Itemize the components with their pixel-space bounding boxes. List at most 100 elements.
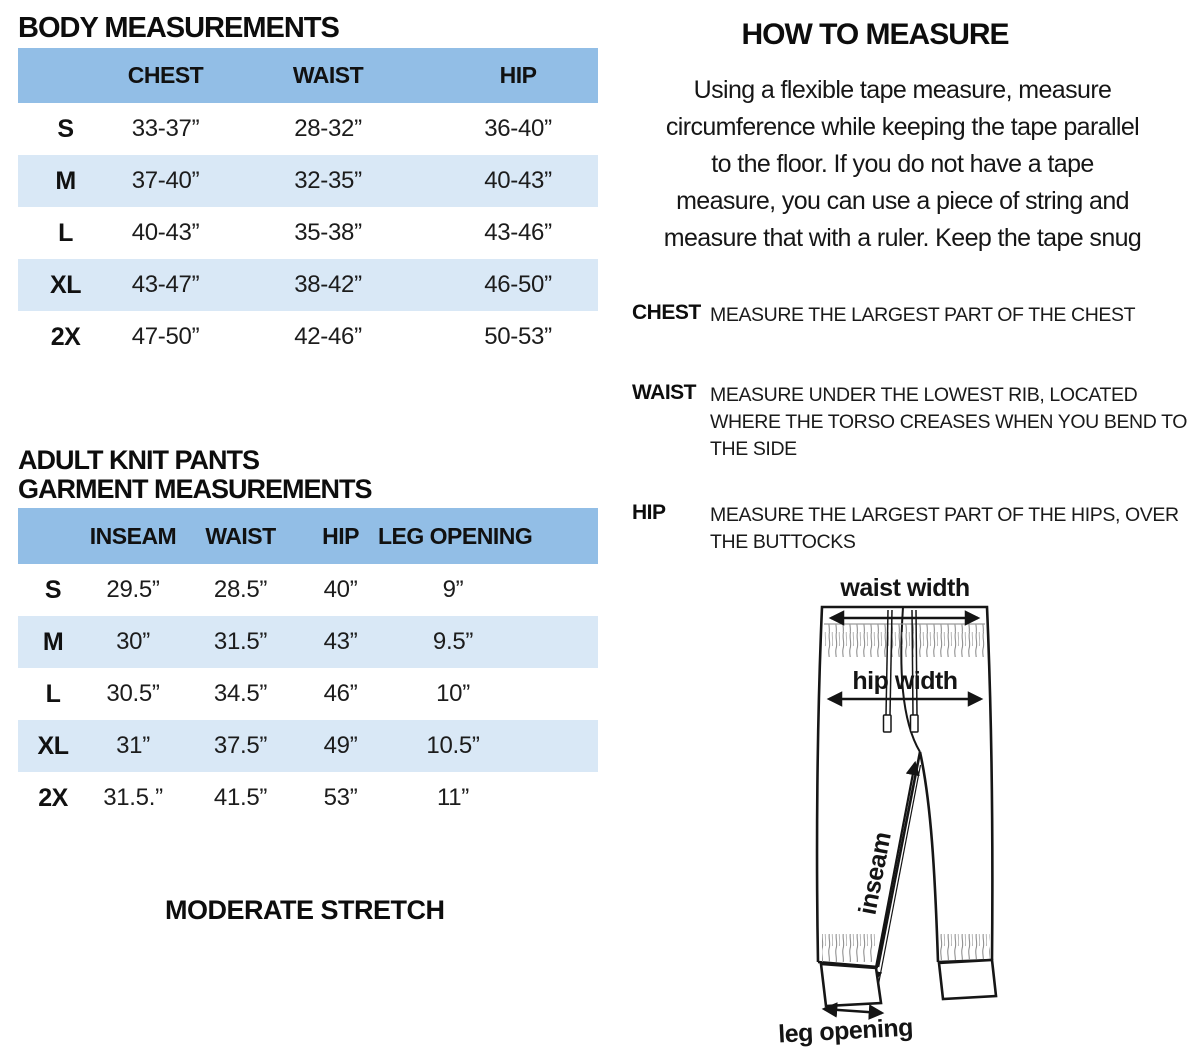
value-cell: 29.5” [106, 576, 160, 603]
value-cell: 32-35” [294, 167, 362, 194]
table-row: M 30” 31.5” 43” 9.5” [18, 616, 598, 668]
intro-line: measure that with a ruler. Keep the tape… [663, 224, 1142, 252]
table-row: L 40-43” 35-38” 43-46” [18, 207, 598, 259]
value-cell: 43-46” [484, 219, 552, 246]
chest-term: CHEST [632, 301, 701, 324]
hip-definition: MEASURE THE LARGEST PART OF THE HIPS, OV… [710, 502, 1179, 556]
column-header-waist: WAIST [292, 62, 364, 88]
value-cell: 34.5” [213, 680, 268, 707]
drawstring [882, 609, 919, 733]
definition-line: MEASURE UNDER THE LOWEST RIB, LOCATED [710, 384, 1138, 406]
hip-width-label: hip width [852, 667, 957, 695]
value-cell: 41.5” [213, 784, 268, 811]
value-cell: 38-42” [294, 271, 362, 298]
inseam-arrow-shaft [877, 764, 922, 985]
value-cell: 40-43” [484, 167, 552, 194]
value-cell: 28.5” [213, 576, 268, 603]
size-cell: M [55, 166, 76, 195]
garment-title-line1: ADULT KNIT PANTS [18, 445, 260, 475]
body-measurements-title: BODY MEASUREMENTS [18, 12, 340, 44]
inseam-arrow [868, 760, 920, 986]
value-cell: 33-37” [131, 115, 200, 142]
garment-title-line2: GARMENT MEASUREMENTS [18, 474, 373, 504]
intro-line: measure, you can use a piece of string a… [676, 187, 1129, 215]
table-header-row: INSEAM WAIST HIP LEG OPENING [18, 508, 598, 564]
how-to-measure-title: HOW TO MEASURE [741, 18, 1009, 51]
garment-measurements-title: ADULT KNIT PANTS GARMENT MEASUREMENTS [18, 445, 373, 504]
garment-measurements-table: INSEAM WAIST HIP LEG OPENING S 29.5” 28.… [18, 508, 598, 824]
definition-line: MEASURE THE LARGEST PART OF THE CHEST [710, 304, 1136, 326]
value-cell: 9.5” [432, 628, 474, 655]
pants-outline [815, 605, 994, 969]
stretch-footnote: MODERATE STRETCH [165, 895, 445, 925]
how-to-measure-intro: Using a flexible tape measure, measure c… [620, 72, 1185, 257]
waist-width-label: waist width [839, 574, 969, 602]
size-cell: L [45, 679, 61, 708]
waistband-shirring [824, 624, 985, 657]
column-header-hip: HIP [322, 522, 359, 549]
definition-line: THE BUTTOCKS [710, 531, 856, 553]
size-cell: XL [50, 270, 81, 299]
leg-opening-label: leg opening [778, 1014, 914, 1049]
value-cell: 49” [323, 732, 358, 759]
column-header-waist: WAIST [205, 522, 276, 549]
value-cell: 47-50” [131, 323, 200, 350]
value-cell: 10” [436, 680, 470, 707]
waist-term: WAIST [632, 381, 697, 404]
column-header-chest: CHEST [127, 62, 204, 88]
value-cell: 37-40” [131, 167, 200, 194]
table-header-row: CHEST WAIST HIP [18, 48, 598, 103]
value-cell: 37.5” [213, 732, 268, 759]
value-cell: 10.5” [426, 732, 480, 759]
value-cell: 43-47” [131, 271, 200, 298]
value-cell: 40-43” [131, 219, 200, 246]
value-cell: 35-38” [294, 219, 362, 246]
value-cell: 31” [116, 732, 150, 759]
size-cell: M [42, 627, 64, 656]
size-cell: L [58, 218, 73, 247]
table-row: L 30.5” 34.5” 46” 10” [18, 668, 598, 720]
definition-line: THE SIDE [710, 438, 797, 460]
size-cell: S [44, 575, 62, 604]
size-cell: XL [37, 731, 69, 760]
value-cell: 53” [323, 784, 358, 811]
value-cell: 46-50” [484, 271, 552, 298]
column-header-hip: HIP [499, 62, 537, 88]
pants-diagram: waist width hip width [778, 574, 998, 1049]
body-measurements-table: CHEST WAIST HIP S 33-37” 28-32” 36-40” M… [18, 48, 598, 363]
value-cell: 30” [116, 628, 150, 655]
ankle-cuffs [819, 958, 998, 1008]
definition-line: WHERE THE TORSO CREASES WHEN YOU BEND TO [710, 411, 1188, 433]
table-row: XL 43-47” 38-42” 46-50” [18, 259, 598, 311]
size-cell: S [57, 114, 74, 143]
table-row: XL 31” 37.5” 49” 10.5” [18, 720, 598, 772]
right-cuff-shirring [940, 934, 990, 960]
chest-definition: MEASURE THE LARGEST PART OF THE CHEST [710, 302, 1136, 329]
intro-line: circumference while keeping the tape par… [665, 113, 1140, 141]
value-cell: 28-32” [294, 115, 362, 142]
value-cell: 31.5.” [103, 784, 163, 811]
column-header-leg-opening: LEG OPENING [378, 522, 533, 549]
size-cell: 2X [50, 322, 81, 351]
definition-line: MEASURE THE LARGEST PART OF THE HIPS, OV… [710, 504, 1179, 526]
table-row: M 37-40” 32-35” 40-43” [18, 155, 598, 207]
table-row: S 29.5” 28.5” 40” 9” [18, 564, 598, 616]
leg-opening-arrow [821, 1002, 885, 1020]
column-header-inseam: INSEAM [89, 522, 177, 549]
value-cell: 42-46” [294, 323, 362, 350]
waist-definition: MEASURE UNDER THE LOWEST RIB, LOCATED WH… [710, 382, 1187, 463]
table-row: 2X 31.5.” 41.5” 53” 11” [18, 772, 598, 824]
hip-term: HIP [632, 501, 666, 524]
value-cell: 40” [323, 576, 358, 603]
value-cell: 9” [442, 576, 464, 603]
table-row: 2X 47-50” 42-46” 50-53” [18, 311, 598, 363]
value-cell: 43” [323, 628, 358, 655]
table-row: S 33-37” 28-32” 36-40” [18, 103, 598, 155]
value-cell: 46” [323, 680, 358, 707]
intro-line: to the floor. If you do not have a tape [711, 150, 1094, 178]
value-cell: 50-53” [484, 323, 552, 350]
left-cuff-shirring [822, 934, 876, 962]
value-cell: 30.5” [106, 680, 160, 707]
value-cell: 36-40” [484, 115, 552, 142]
